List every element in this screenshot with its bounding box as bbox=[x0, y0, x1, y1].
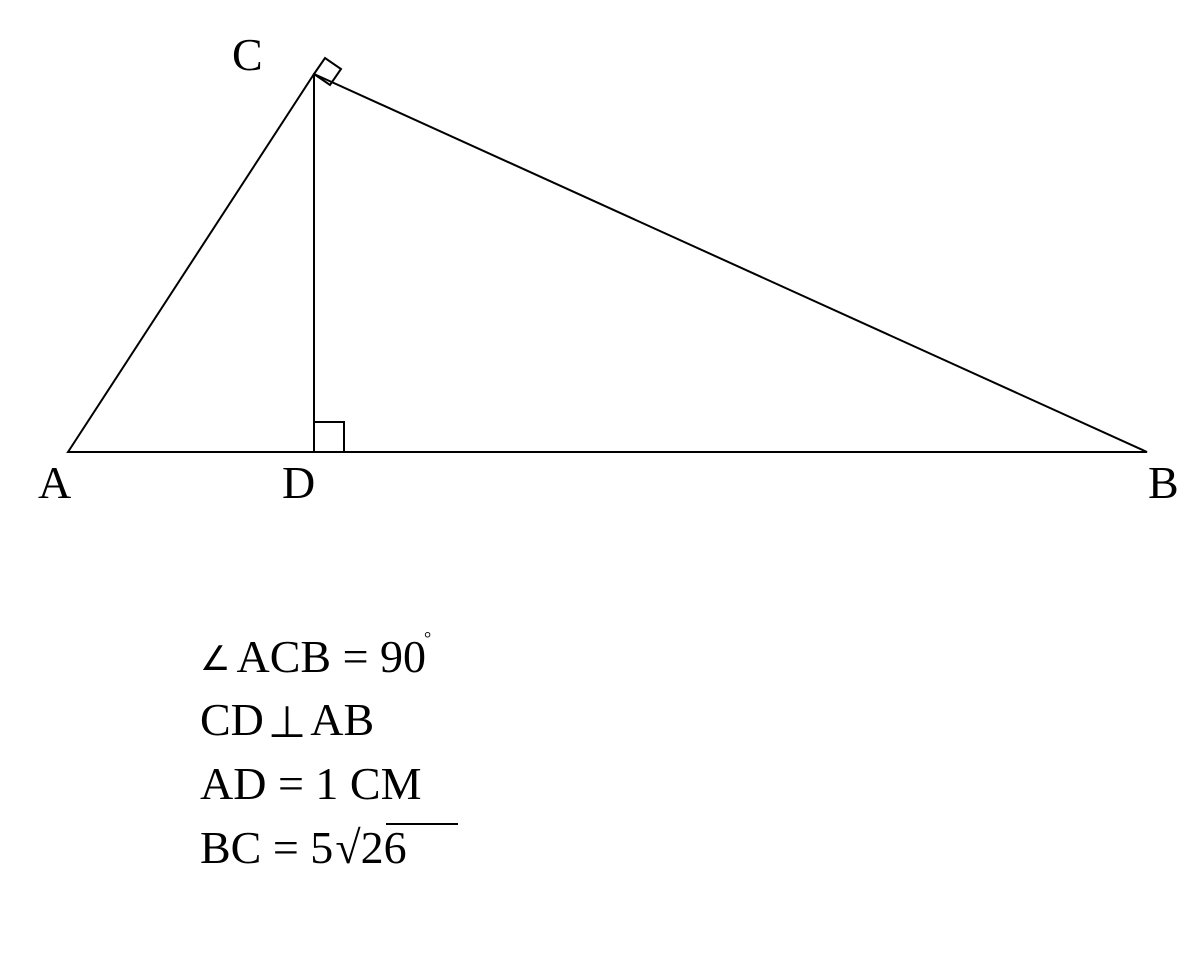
angle-symbol: ∠ bbox=[200, 637, 230, 684]
vertex-label-A: A bbox=[38, 460, 71, 506]
sqrt-vinculum bbox=[386, 823, 458, 825]
given-angle-ACB: ∠ ACB = 90 ° bbox=[200, 625, 433, 688]
radical-sign: √ bbox=[335, 816, 360, 879]
right-angle-marker-D bbox=[314, 422, 344, 452]
radicand: 26 bbox=[361, 816, 411, 879]
given-conditions: ∠ ACB = 90 ° CD ⊥ AB AD = 1 CM BC = 5 √ … bbox=[200, 625, 433, 879]
perp-right: AB bbox=[310, 688, 374, 751]
triangle-diagram bbox=[0, 0, 1200, 970]
perpendicular-symbol: ⊥ bbox=[268, 693, 306, 754]
degree-symbol: ° bbox=[424, 626, 431, 651]
vertex-label-C: C bbox=[232, 32, 263, 78]
given-BC: BC = 5 √ 26 bbox=[200, 816, 433, 879]
perp-left: CD bbox=[200, 688, 264, 751]
ad-text: AD = 1 CM bbox=[200, 752, 421, 815]
bc-lhs: BC = 5 bbox=[200, 816, 333, 879]
angle-text: ACB = 90 bbox=[236, 625, 426, 688]
triangle-ACB bbox=[68, 74, 1147, 452]
vertex-label-D: D bbox=[282, 460, 315, 506]
given-AD: AD = 1 CM bbox=[200, 752, 433, 815]
vertex-label-B: B bbox=[1148, 460, 1179, 506]
sqrt-expression: √ 26 bbox=[335, 816, 410, 879]
given-CD-perp-AB: CD ⊥ AB bbox=[200, 688, 433, 752]
